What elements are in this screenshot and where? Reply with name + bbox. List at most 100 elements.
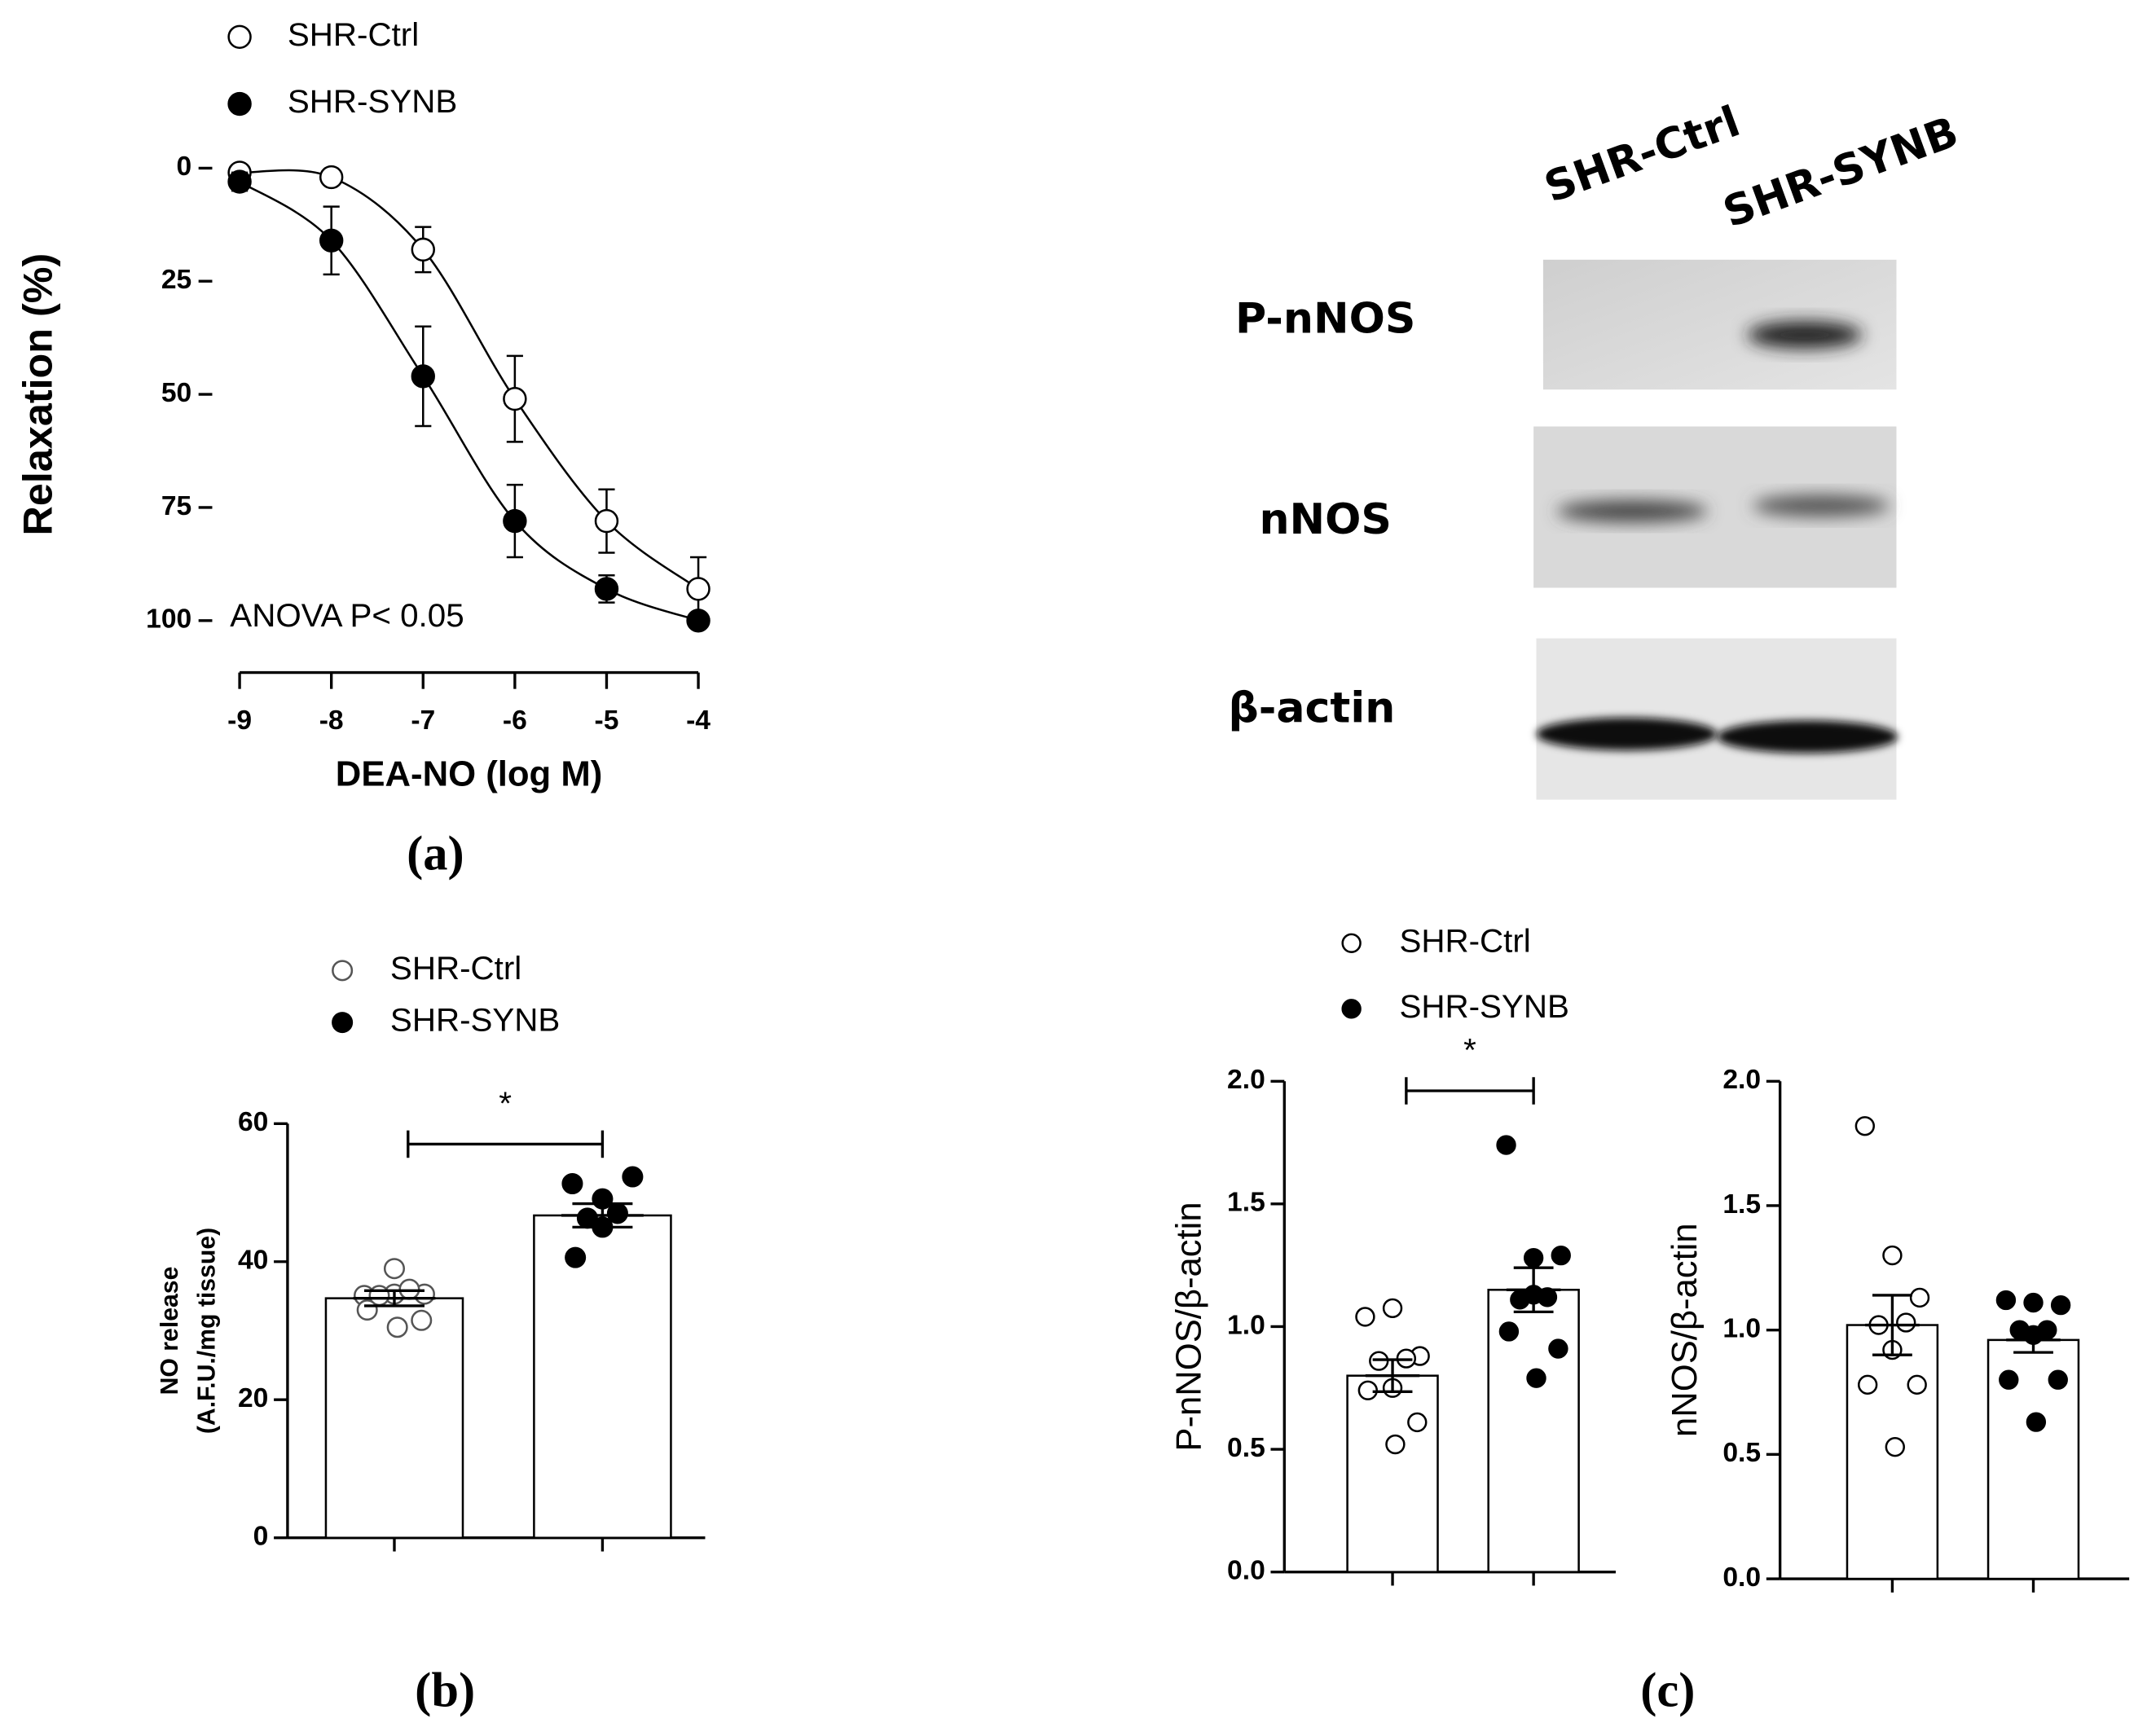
y-tick-label: 60 [238, 1107, 268, 1137]
blot-band [1747, 321, 1863, 349]
legend-marker [227, 24, 252, 49]
y-tick-label: 0 [253, 1522, 269, 1552]
y-tick-label: 0 [177, 152, 192, 182]
series-line [240, 169, 699, 590]
data-point [411, 237, 435, 262]
blot-panel [1536, 638, 1897, 800]
lane-label: SHR-SYNB [1717, 108, 1964, 237]
annotation: ANOVA P< 0.05 [230, 597, 464, 634]
y-tick-label: 2.0 [1227, 1065, 1265, 1095]
data-point [2023, 1292, 2044, 1313]
data-point [383, 1258, 406, 1280]
significance-label: * [1463, 1032, 1476, 1069]
x-axis-label: DEA-NO (log M) [336, 754, 602, 794]
legend-marker [1341, 999, 1362, 1019]
data-point [1896, 1312, 1916, 1333]
significance-label: * [499, 1085, 512, 1122]
y-tick-label: 1.0 [1227, 1310, 1265, 1340]
data-point [2026, 1412, 2047, 1432]
legend-label: SHR-SYNB [288, 83, 457, 120]
data-point [1385, 1434, 1406, 1455]
data-point [1523, 1247, 1544, 1268]
panel-label: (a) [407, 827, 464, 881]
data-point [319, 165, 344, 190]
y-axis-label: nNOS/β-actin [1665, 1223, 1705, 1437]
error-bar [353, 1289, 436, 1307]
y-tick-label: 1.5 [1227, 1188, 1265, 1218]
error-bar [1365, 1358, 1420, 1393]
data-point [503, 386, 527, 411]
data-point [606, 1202, 628, 1224]
row-label: nNOS [1259, 495, 1391, 544]
data-point [1909, 1287, 1930, 1308]
data-point [622, 1166, 644, 1188]
y-tick-label: 1.0 [1722, 1314, 1761, 1344]
error-bar [2006, 1325, 2061, 1354]
data-point [1496, 1135, 1516, 1155]
y-tick-label: 1.5 [1722, 1189, 1761, 1220]
data-point [1526, 1368, 1546, 1388]
panel-label: (c) [1640, 1663, 1695, 1718]
data-point [1498, 1321, 1520, 1342]
data-point [1355, 1307, 1375, 1327]
legend-marker [332, 1012, 354, 1034]
data-point [594, 577, 619, 601]
data-point [1995, 1290, 2017, 1311]
y-tick-label: 0.0 [1227, 1556, 1265, 1586]
data-point [686, 577, 711, 601]
data-point [411, 1309, 433, 1331]
lane-label: SHR-Ctrl [1538, 97, 1746, 213]
y-axis-label: NO release [156, 1267, 183, 1395]
data-point [594, 508, 619, 534]
data-point [565, 1246, 587, 1268]
blot-band [1717, 720, 1898, 754]
y-tick-label: 20 [238, 1383, 268, 1413]
y-axis-label: P-nNOS/β-actin [1169, 1202, 1209, 1451]
x-tick-label: -5 [595, 705, 619, 736]
blot-band [1536, 717, 1718, 751]
panel-label: (b) [415, 1663, 475, 1718]
y-tick-label: 25 [161, 265, 191, 295]
legend-marker [1341, 933, 1362, 953]
y-tick-label: 100 [146, 604, 191, 635]
x-tick-label: -6 [503, 705, 527, 736]
significance-bracket [407, 1130, 605, 1158]
data-point [1854, 1116, 1876, 1136]
data-point [1407, 1412, 1428, 1433]
legend-marker [227, 91, 252, 116]
y-tick-label: 0.0 [1722, 1562, 1761, 1593]
blot-band [1753, 494, 1890, 517]
data-point [1548, 1338, 1568, 1359]
data-point [227, 169, 252, 194]
legend-marker [332, 960, 354, 982]
data-point [398, 1278, 420, 1300]
data-point [686, 609, 711, 633]
series-line [239, 180, 699, 622]
legend-label: SHR-Ctrl [288, 16, 419, 53]
data-point [1907, 1374, 1927, 1395]
significance-bracket [1405, 1077, 1535, 1105]
data-point [561, 1172, 583, 1195]
data-point [2048, 1369, 2068, 1390]
y-tick-label: 40 [238, 1246, 268, 1276]
data-point [1551, 1245, 1571, 1266]
y-tick-label: 2.0 [1722, 1065, 1761, 1095]
x-tick-label: -4 [686, 705, 711, 736]
bar [533, 1214, 672, 1539]
y-axis-label: (A.F.U./mg tissue) [193, 1228, 220, 1434]
data-point [1882, 1245, 1903, 1266]
blot-band [1556, 500, 1708, 522]
bar [1346, 1374, 1439, 1573]
row-label: β-actin [1229, 684, 1396, 733]
error-bar [1865, 1294, 1920, 1356]
bar [324, 1297, 464, 1539]
y-tick-label: 0.5 [1722, 1438, 1761, 1468]
y-tick-label: 75 [161, 491, 191, 521]
y-axis-label: Relaxation (%) [15, 253, 61, 536]
error-bar [1506, 1266, 1561, 1314]
data-point [1999, 1369, 2019, 1390]
data-point [1885, 1437, 1905, 1457]
western-blot: SHR-Ctrl SHR-SYNB P-nNOS nNOS β-actin [1229, 97, 1964, 800]
data-point [319, 228, 344, 253]
